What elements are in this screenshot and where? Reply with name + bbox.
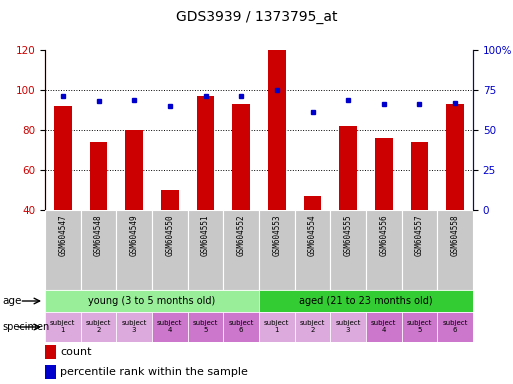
Bar	[116, 210, 152, 290]
Bar	[446, 104, 464, 210]
Bar	[188, 312, 223, 342]
Text: subject
2: subject 2	[86, 321, 111, 333]
Bar	[438, 312, 473, 342]
Bar	[81, 312, 116, 342]
Text: subject
3: subject 3	[122, 321, 147, 333]
Bar	[402, 312, 438, 342]
Text: subject
1: subject 1	[50, 321, 75, 333]
Text: GSM604554: GSM604554	[308, 214, 317, 256]
Text: GDS3939 / 1373795_at: GDS3939 / 1373795_at	[176, 10, 337, 24]
Bar	[45, 290, 259, 312]
Text: subject
4: subject 4	[157, 321, 183, 333]
Bar	[90, 142, 107, 210]
Text: GSM604556: GSM604556	[379, 214, 388, 256]
Bar	[45, 210, 81, 290]
Text: GSM604557: GSM604557	[415, 214, 424, 256]
Bar	[402, 210, 438, 290]
Text: GSM604549: GSM604549	[130, 214, 139, 256]
Bar	[330, 312, 366, 342]
Bar	[81, 210, 116, 290]
Bar	[152, 210, 188, 290]
Text: subject
1: subject 1	[264, 321, 289, 333]
Text: subject
6: subject 6	[228, 321, 254, 333]
Bar	[294, 312, 330, 342]
Bar	[259, 210, 294, 290]
Bar	[259, 290, 473, 312]
Bar	[223, 312, 259, 342]
Text: subject
3: subject 3	[336, 321, 361, 333]
Bar	[223, 210, 259, 290]
Text: GSM604553: GSM604553	[272, 214, 281, 256]
Text: subject
5: subject 5	[193, 321, 218, 333]
Bar	[152, 312, 188, 342]
Text: young (3 to 5 months old): young (3 to 5 months old)	[88, 296, 215, 306]
Bar	[161, 190, 179, 210]
Text: specimen: specimen	[3, 322, 50, 332]
Text: subject
4: subject 4	[371, 321, 397, 333]
Text: GSM604547: GSM604547	[58, 214, 67, 256]
Bar	[304, 196, 322, 210]
Bar	[339, 126, 357, 210]
Text: GSM604550: GSM604550	[165, 214, 174, 256]
Bar	[45, 365, 56, 379]
Bar	[330, 210, 366, 290]
Text: GSM604558: GSM604558	[450, 214, 460, 256]
Bar	[196, 96, 214, 210]
Text: GSM604552: GSM604552	[236, 214, 246, 256]
Text: GSM604551: GSM604551	[201, 214, 210, 256]
Bar	[268, 50, 286, 210]
Bar	[259, 312, 294, 342]
Bar	[366, 210, 402, 290]
Bar	[45, 312, 81, 342]
Bar	[188, 210, 223, 290]
Text: age: age	[3, 296, 22, 306]
Text: aged (21 to 23 months old): aged (21 to 23 months old)	[299, 296, 433, 306]
Bar	[294, 210, 330, 290]
Text: GSM604548: GSM604548	[94, 214, 103, 256]
Text: subject
2: subject 2	[300, 321, 325, 333]
Text: count: count	[60, 347, 91, 357]
Bar	[366, 312, 402, 342]
Bar	[438, 210, 473, 290]
Bar	[125, 130, 143, 210]
Bar	[45, 345, 56, 359]
Text: GSM604555: GSM604555	[344, 214, 352, 256]
Bar	[116, 312, 152, 342]
Text: subject
6: subject 6	[443, 321, 468, 333]
Text: percentile rank within the sample: percentile rank within the sample	[60, 367, 248, 377]
Bar	[375, 138, 393, 210]
Text: subject
5: subject 5	[407, 321, 432, 333]
Bar	[54, 106, 72, 210]
Bar	[232, 104, 250, 210]
Bar	[410, 142, 428, 210]
